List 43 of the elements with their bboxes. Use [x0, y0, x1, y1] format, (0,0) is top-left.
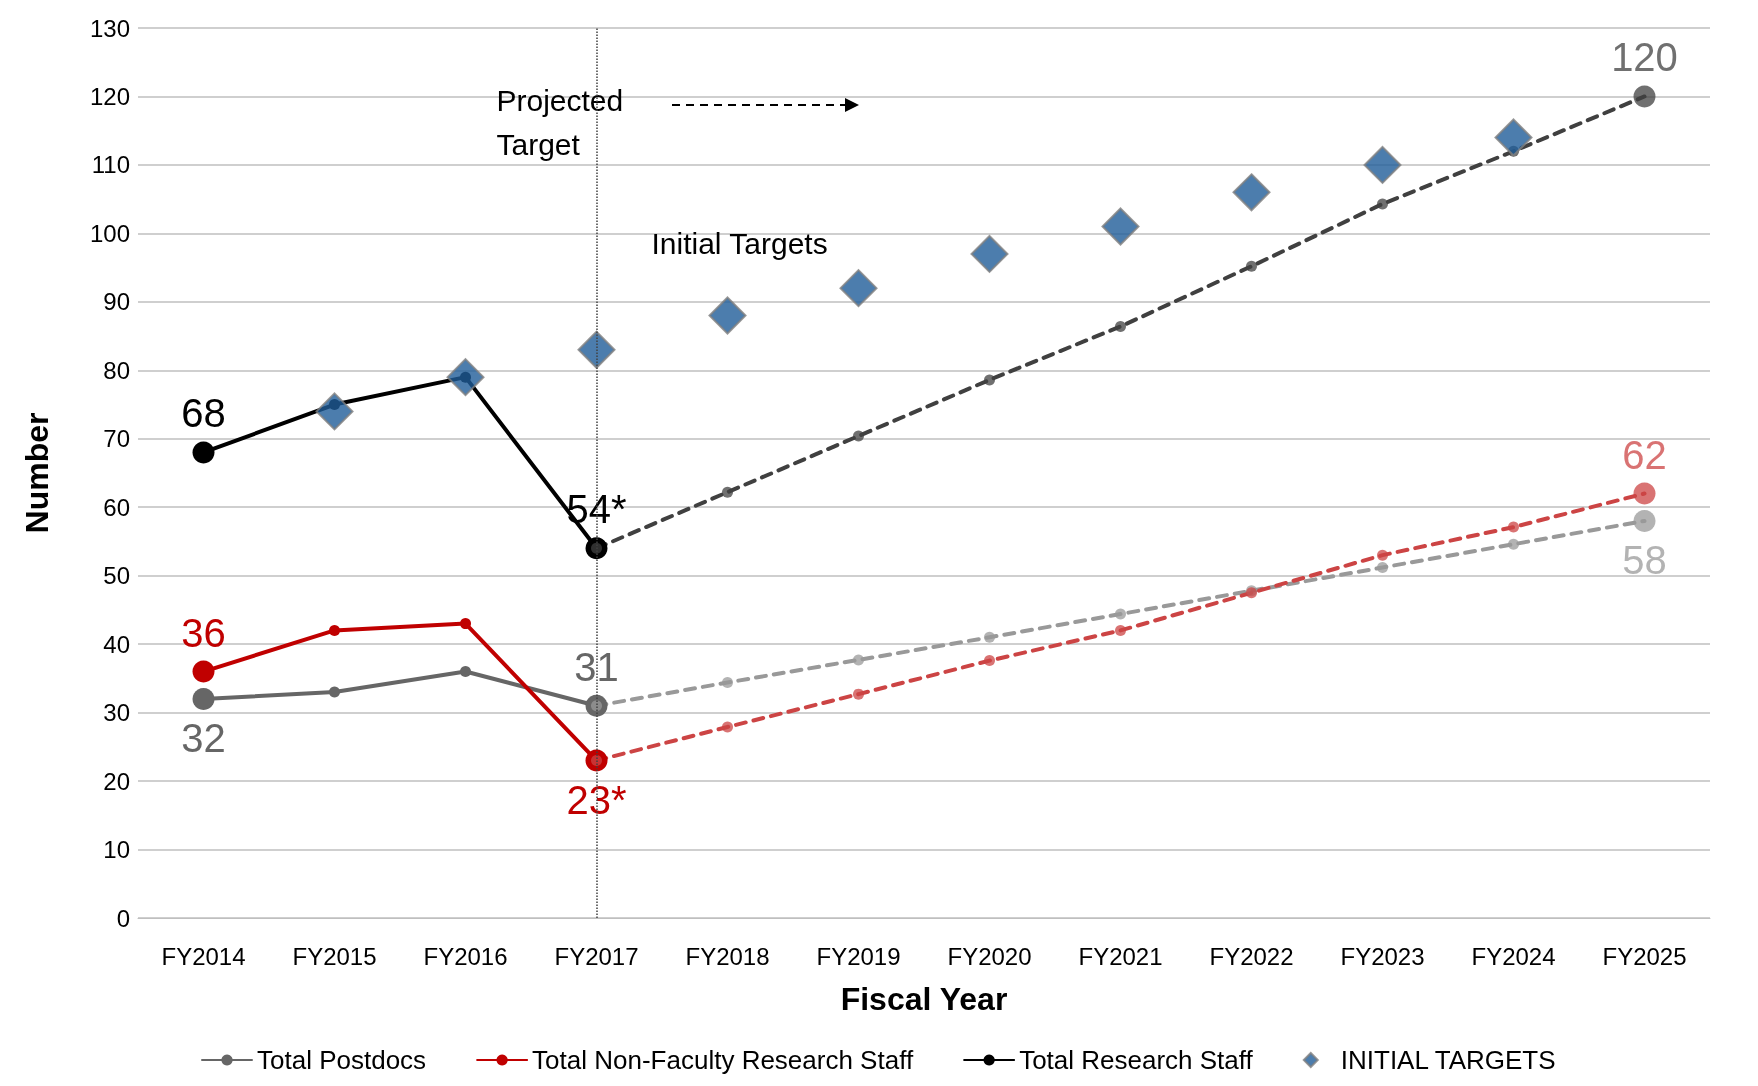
x-tick-label: FY2023 — [1340, 942, 1425, 970]
y-tick-label: 10 — [103, 836, 130, 864]
y-tick-label: 0 — [116, 904, 130, 932]
data-label: 120 — [1611, 35, 1678, 80]
x-tick-label: FY2015 — [292, 942, 377, 970]
y-tick-label: 80 — [103, 356, 130, 384]
y-tick-label: 120 — [89, 82, 130, 110]
x-tick-label: FY2017 — [554, 942, 639, 970]
x-tick-label: FY2021 — [1078, 942, 1163, 970]
y-tick-label: 30 — [103, 699, 130, 727]
legend-label: Total Research Staff — [1019, 1045, 1254, 1075]
x-tick-label: FY2018 — [685, 942, 770, 970]
data-label: 36 — [181, 610, 226, 655]
y-tick-label: 100 — [89, 219, 130, 247]
y-tick-label: 50 — [103, 562, 130, 590]
annotation: Initial Targets — [651, 226, 828, 260]
x-tick-label: FY2019 — [816, 942, 901, 970]
y-tick-label: 130 — [89, 14, 130, 42]
y-tick-label: 90 — [103, 288, 130, 316]
data-label: 68 — [181, 391, 226, 436]
data-label: 23* — [566, 777, 627, 822]
y-axis-title: Number — [19, 412, 55, 534]
x-tick-label: FY2016 — [423, 942, 508, 970]
data-label: 58 — [1622, 537, 1667, 582]
x-tick-label: FY2020 — [947, 942, 1032, 970]
y-tick-label: 70 — [103, 425, 130, 453]
x-axis-title: Fiscal Year — [840, 981, 1008, 1017]
y-tick-label: 60 — [103, 493, 130, 521]
y-tick-label: 110 — [91, 151, 130, 179]
data-label: 32 — [181, 715, 226, 760]
legend-label: Total Postdocs — [257, 1045, 427, 1075]
x-tick-label: FY2024 — [1471, 942, 1556, 970]
x-tick-label: FY2022 — [1209, 942, 1294, 970]
x-tick-label: FY2025 — [1602, 942, 1687, 970]
data-label: 31 — [574, 644, 619, 689]
y-tick-label: 20 — [103, 767, 130, 795]
data-label: 54* — [566, 487, 627, 532]
x-tick-label: FY2014 — [161, 942, 246, 970]
data-label: 62 — [1622, 432, 1667, 477]
ref-line-label: Projected Target — [496, 83, 632, 161]
y-tick-label: 40 — [103, 630, 130, 658]
legend-label: INITIAL TARGETS — [1340, 1045, 1556, 1075]
legend-label: Total Non-Faculty Research Staff — [532, 1045, 914, 1075]
